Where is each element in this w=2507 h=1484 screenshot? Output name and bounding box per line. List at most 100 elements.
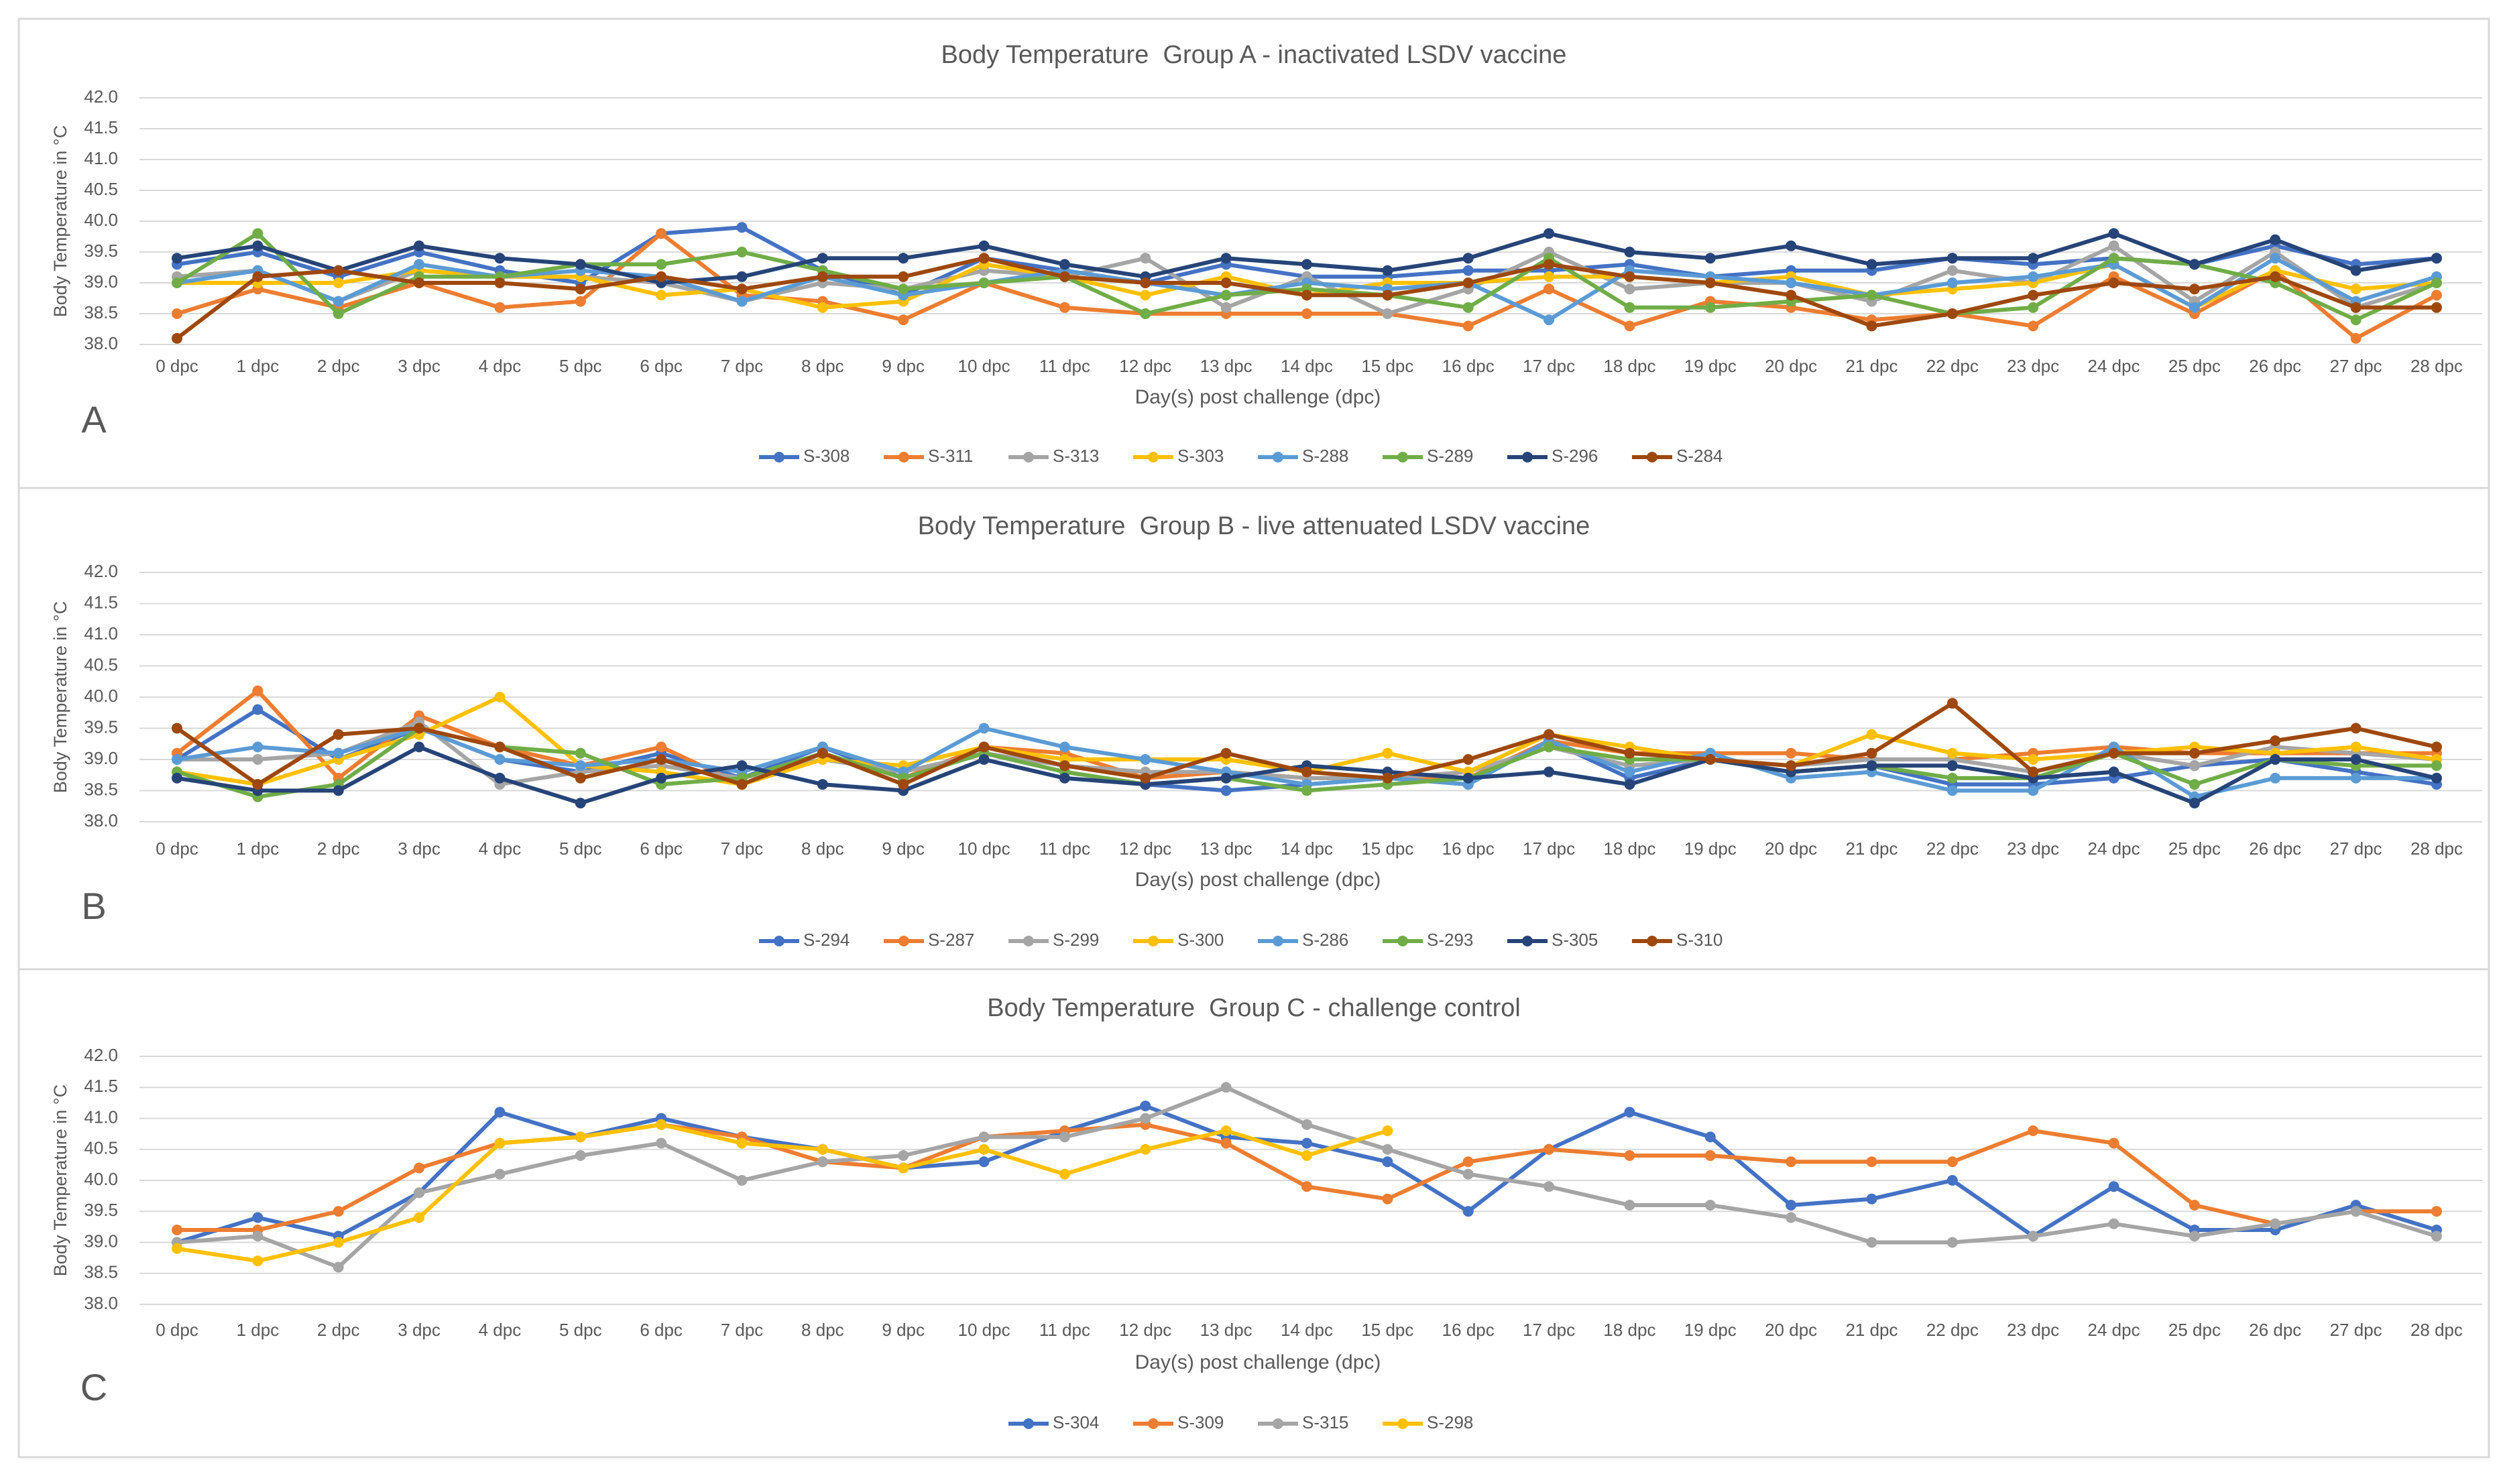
data-point [1382,1125,1393,1136]
panel-letter: A [81,398,107,440]
data-point [2189,798,2200,809]
data-point [1543,729,1555,740]
data-point [1059,1131,1070,1143]
legend-marker [774,452,784,462]
data-point [333,277,344,288]
x-tick-label: 28 dpc [2410,839,2463,859]
data-point [252,741,264,753]
data-point [2028,271,2039,282]
data-point [736,760,748,771]
data-point [978,741,990,753]
data-point [172,723,182,734]
data-point [575,772,586,784]
chart-panel-a: 42.0 41.5 41.0 40.5 40.0 39.5 39.0 38.5 38.0 0 dp… [17,17,2490,489]
data-point [2189,747,2200,759]
data-point [1786,290,1797,301]
data-point [1301,1137,1312,1149]
data-point [978,723,990,734]
x-tick-label: 20 dpc [1765,1320,1817,1340]
y-tick-label: 38.0 [84,810,118,830]
data-point [1624,302,1635,313]
data-point [1624,271,1635,282]
data-point [172,1225,182,1235]
data-point [494,1168,506,1180]
data-point [1059,302,1070,313]
data-point [172,308,182,319]
data-point [1624,1150,1635,1161]
x-tick-label: 26 dpc [2249,356,2301,376]
data-point [575,296,586,307]
y-tick-label: 42.0 [84,561,118,581]
x-tick-label: 23 dpc [2007,1320,2059,1340]
data-point [1220,1082,1232,1093]
legend-marker [1397,936,1408,946]
legend-label: S-288 [1302,446,1348,466]
x-tick-label: 9 dpc [882,356,925,376]
data-point [1704,1131,1716,1143]
data-point [1786,747,1797,759]
data-point [1462,320,1474,332]
data-point [1140,308,1151,319]
data-point [1946,277,1958,288]
data-point [1866,259,1877,270]
x-tick-label: 22 dpc [1926,356,1979,376]
legend-label: S-287 [928,930,974,950]
data-point [1462,754,1474,765]
data-point [1704,277,1716,288]
data-point [1543,259,1555,270]
legend-marker [1397,1418,1408,1429]
data-point [1946,760,1958,771]
data-point [1382,290,1393,301]
data-point [736,779,748,790]
data-point [1462,1206,1474,1217]
chart-title: Body Temperature Group B - live attenuat… [918,512,1590,540]
data-point [2028,1125,2039,1136]
y-tick-label: 38.5 [84,779,118,799]
data-point [252,1212,264,1223]
data-point [575,259,586,270]
data-point [1624,1200,1635,1211]
data-point [2189,760,2200,771]
x-tick-label: 28 dpc [2410,1320,2463,1340]
data-point [736,247,748,257]
y-tick-label: 41.5 [84,117,118,137]
x-tick-label: 24 dpc [2088,1320,2140,1340]
x-tick-label: 18 dpc [1603,839,1655,859]
data-point [1543,284,1555,295]
legend-label: S-300 [1177,930,1224,950]
x-axis-label: Day(s) post challenge (dpc) [1135,1351,1381,1373]
data-point [2350,723,2362,734]
data-point [2108,240,2119,251]
data-point [575,1150,586,1161]
data-point [1946,698,1958,709]
y-tick-label: 39.0 [84,1231,118,1251]
data-point [1462,302,1474,313]
data-point [2028,253,2039,264]
legend-label: S-284 [1676,446,1723,466]
data-point [1382,265,1393,276]
x-tick-label: 22 dpc [1926,839,1979,859]
data-point [333,1237,344,1248]
data-point [1140,1101,1151,1111]
y-tick-label: 40.5 [84,179,118,199]
y-tick-label: 40.5 [84,654,118,674]
data-point [252,228,264,239]
data-point [414,741,425,753]
data-point [1220,1137,1232,1149]
data-point [1140,1113,1151,1124]
data-point [333,296,344,307]
data-point [736,271,748,282]
y-tick-label: 41.0 [84,148,118,168]
x-tick-label: 21 dpc [1845,839,1898,859]
data-point [252,271,264,282]
chart-title: Body Temperature Group C - challenge con… [987,994,1521,1022]
y-axis-label: Body Temperature in °C [50,125,70,317]
data-point [1946,265,1958,276]
data-point [252,240,264,251]
data-point [1220,290,1232,301]
legend-marker [1522,936,1533,946]
x-tick-label: 27 dpc [2330,356,2382,376]
y-tick-label: 41.0 [84,1107,118,1127]
data-point [2108,747,2119,759]
data-point [1704,302,1716,313]
